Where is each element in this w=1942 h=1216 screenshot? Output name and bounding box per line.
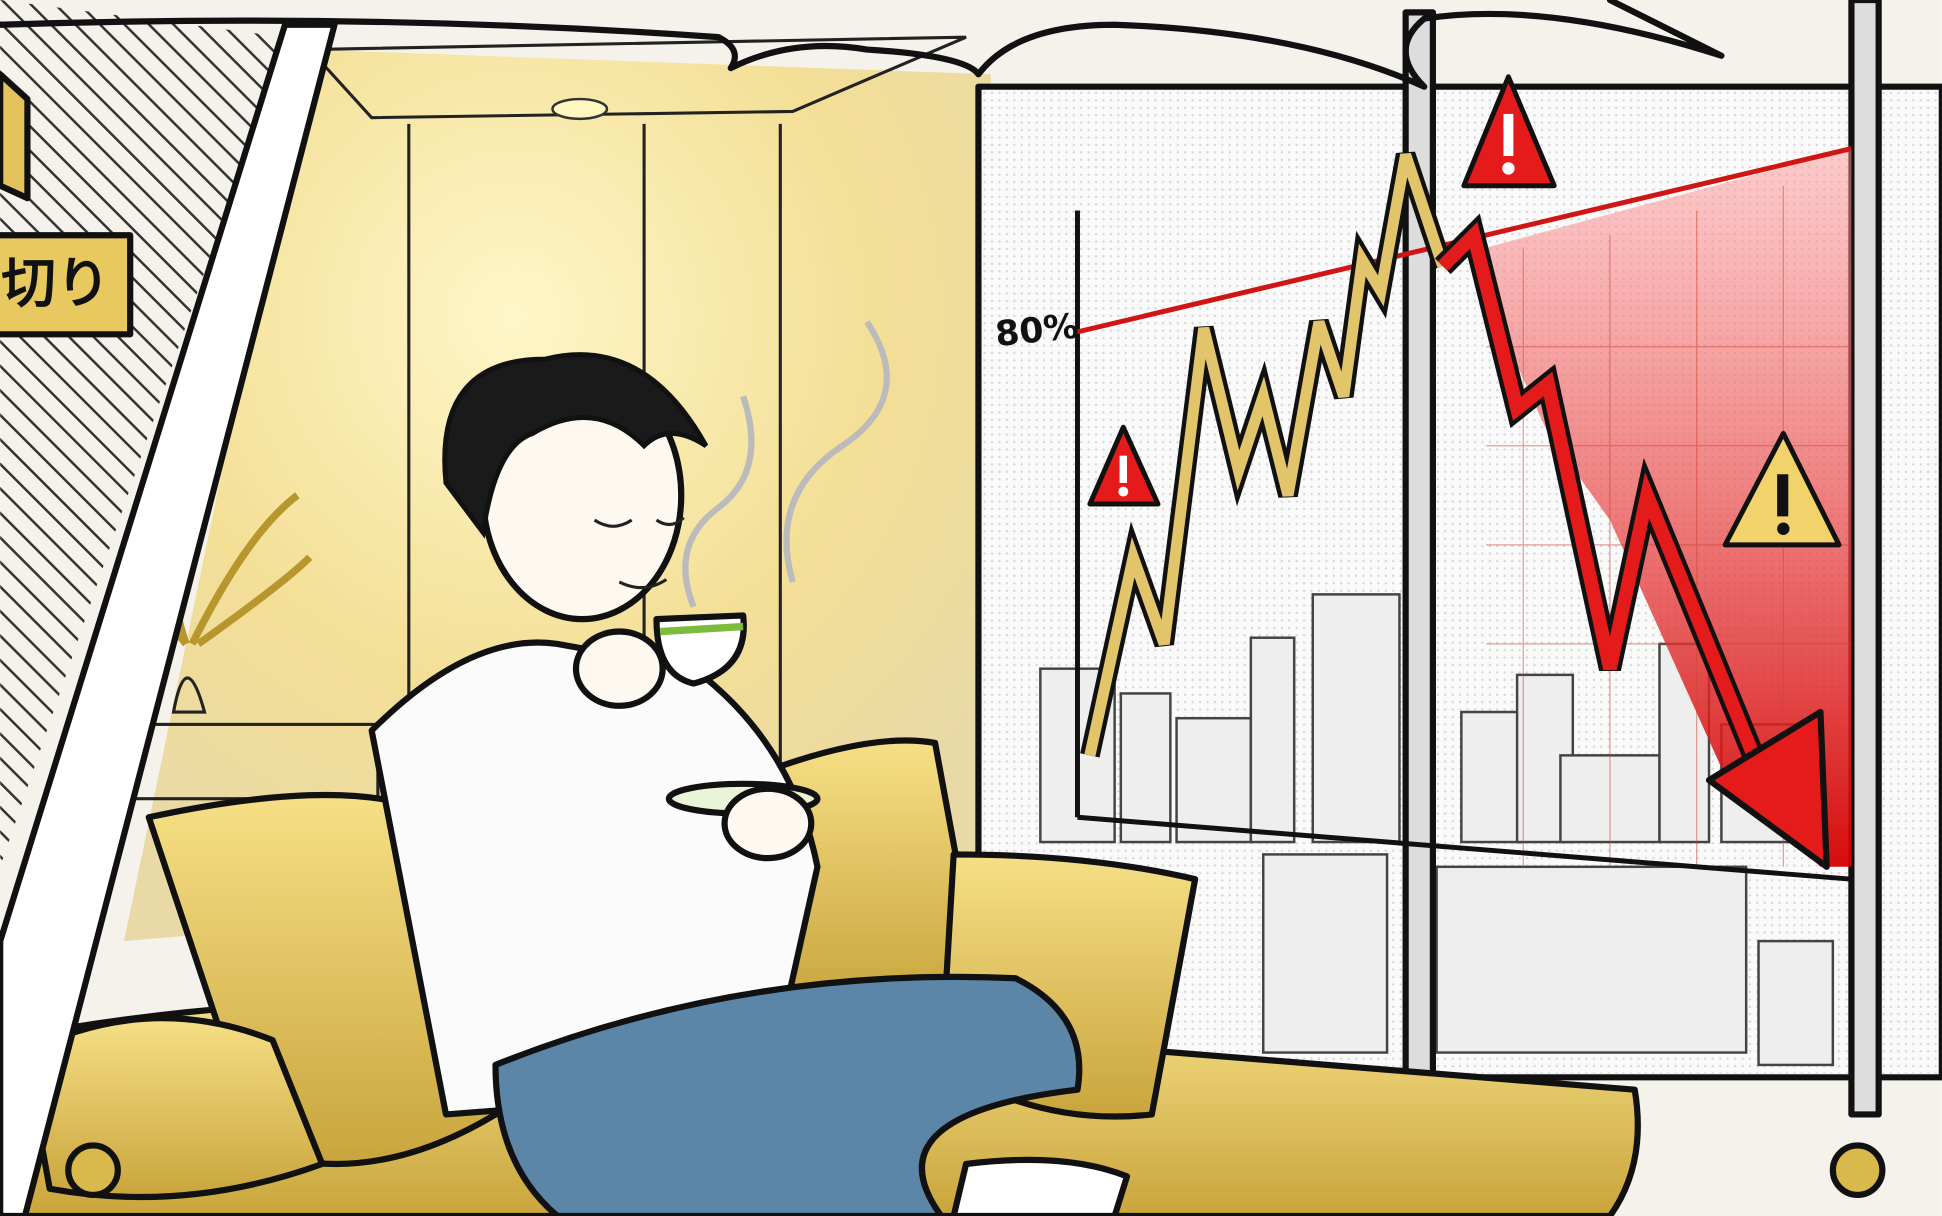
sofa-foot — [1833, 1145, 1883, 1195]
warning-marks — [1777, 474, 1789, 535]
shape — [1461, 712, 1523, 842]
sock — [954, 1160, 1127, 1216]
threshold-label: 80% — [993, 307, 1080, 355]
sofa-foot — [68, 1145, 118, 1195]
sign-label: 切り — [1, 251, 110, 315]
shape — [1177, 718, 1251, 842]
ceiling-light — [552, 99, 606, 119]
page: {"sign": {"label": "切り"}, "window_chart"… — [0, 0, 1942, 1216]
shape — [1118, 487, 1128, 497]
shape — [1120, 456, 1127, 483]
hand — [725, 789, 812, 858]
arrow-sign — [0, 74, 27, 198]
shape — [1437, 867, 1747, 1053]
illustration: 80% 切り — [0, 0, 1942, 1216]
shape — [1313, 594, 1400, 842]
tea — [660, 627, 743, 632]
shape — [1502, 162, 1514, 174]
window-frame — [1851, 0, 1878, 1114]
shape — [1777, 474, 1788, 516]
shape — [1759, 941, 1833, 1065]
shape — [1503, 114, 1513, 156]
shape — [1263, 854, 1387, 1052]
shape — [1251, 638, 1294, 842]
hand — [576, 632, 663, 706]
shape — [1777, 523, 1789, 535]
